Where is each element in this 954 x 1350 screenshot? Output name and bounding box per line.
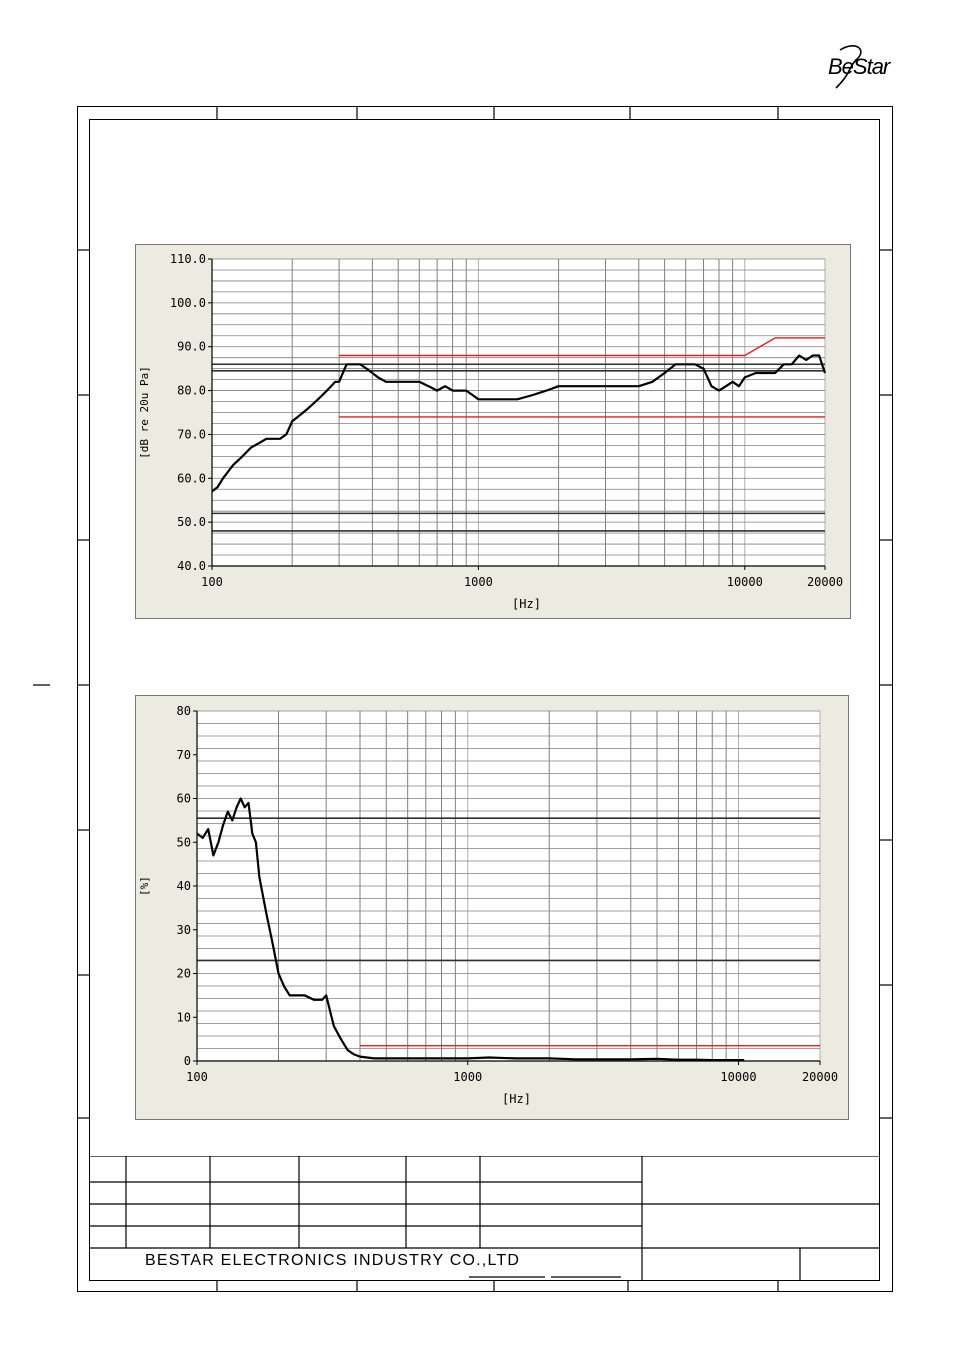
title-block-table — [89, 1156, 880, 1281]
grid — [211, 258, 826, 567]
bestar-logo: BeStar — [826, 42, 906, 94]
frequency-response-chart: 40.0 50.0 60.0 70.0 80.0 90.0 100.0 110.0 100 100… — [135, 244, 851, 619]
y-tick-label: 50 — [177, 835, 191, 849]
drawing-outer-frame — [77, 106, 893, 1292]
drawing-inner-frame — [89, 119, 880, 1281]
y-tick-label: 90.0 — [177, 340, 206, 354]
x-axis-label: [Hz] — [502, 1092, 531, 1106]
x-axis-label: [Hz] — [512, 597, 541, 611]
x-tick-label: 20000 — [807, 575, 843, 589]
x-tick-label: 20000 — [802, 1070, 838, 1084]
series-measured — [196, 797, 745, 1062]
y-tick-label: 70.0 — [177, 427, 206, 441]
x-tick-label: 10000 — [727, 575, 763, 589]
grid — [196, 710, 821, 1062]
y-tick-label: 50.0 — [177, 515, 206, 529]
y-tick-label: 60.0 — [177, 471, 206, 485]
y-tick-label: 0 — [184, 1054, 191, 1068]
logo-wordmark: BeStar — [828, 54, 890, 79]
y-tick-label: 20 — [177, 967, 191, 981]
y-tick-label: 100.0 — [170, 296, 206, 310]
y-tick-label: 30 — [177, 923, 191, 937]
y-tick-label: 40 — [177, 879, 191, 893]
frequency-response-plot: 40.0 50.0 60.0 70.0 80.0 90.0 100.0 110.0 100 100… — [138, 252, 843, 611]
company-name: BESTAR ELECTRONICS INDUSTRY CO.,LTD — [145, 1252, 521, 1269]
series-measured — [211, 354, 827, 493]
x-tick-label: 1000 — [453, 1070, 482, 1084]
x-tick-label: 100 — [186, 1070, 208, 1084]
y-axis-label: [%] — [138, 876, 151, 896]
distortion-chart: 0 10 20 30 40 50 60 70 80 100 1000 10000 20000 [Hz] [%… — [135, 695, 849, 1120]
y-tick-label: 60 — [177, 792, 191, 806]
y-tick-label: 80 — [177, 704, 191, 718]
x-tick-label: 10000 — [720, 1070, 756, 1084]
y-tick-label: 80.0 — [177, 384, 206, 398]
y-tick-label: 70 — [177, 748, 191, 762]
y-tick-label: 10 — [177, 1010, 191, 1024]
logo-swirl — [835, 45, 862, 89]
y-tick-label: 110.0 — [170, 252, 206, 266]
x-tick-label: 100 — [201, 575, 223, 589]
x-tick-label: 1000 — [464, 575, 493, 589]
y-tick-label: 40.0 — [177, 559, 206, 573]
distortion-plot: 0 10 20 30 40 50 60 70 80 100 1000 10000 20000 [Hz] [%… — [138, 704, 838, 1106]
series-upper-limit — [339, 337, 825, 357]
y-axis-label: [dB re 20u Pa] — [138, 366, 151, 459]
